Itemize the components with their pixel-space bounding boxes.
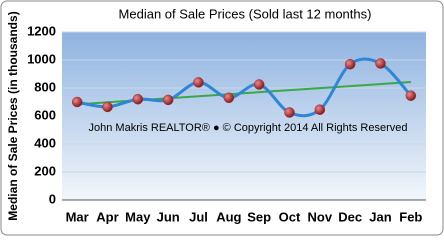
marker bbox=[253, 79, 265, 90]
marker bbox=[314, 104, 326, 115]
y-tick-label: 0 bbox=[49, 191, 56, 206]
x-tick-label: Sep bbox=[247, 209, 271, 224]
marker bbox=[102, 101, 113, 113]
x-tick-label: Jul bbox=[189, 209, 208, 224]
marker bbox=[162, 94, 174, 106]
annotation: John Makris REALTOR® ● © Copyright 2014 … bbox=[89, 122, 408, 134]
y-tick-label: 800 bbox=[34, 79, 56, 94]
chart-title: Median of Sale Prices (Sold last 12 mont… bbox=[119, 6, 372, 21]
x-tick-label: Dec bbox=[338, 209, 362, 224]
y-tick-label: 1000 bbox=[27, 51, 56, 66]
y-tick-label: 200 bbox=[34, 163, 56, 178]
y-tick-label: 600 bbox=[34, 107, 56, 122]
x-tick-label: Jun bbox=[157, 209, 180, 224]
y-tick-label: 400 bbox=[34, 135, 56, 150]
x-tick-label: Jan bbox=[369, 209, 391, 224]
marker bbox=[344, 58, 356, 70]
x-tick-label: Aug bbox=[216, 209, 241, 224]
x-tick-label: Oct bbox=[279, 209, 301, 224]
marker bbox=[132, 93, 144, 105]
marker bbox=[71, 96, 83, 108]
x-tick-label: Mar bbox=[66, 209, 89, 224]
x-tick-label: Feb bbox=[399, 209, 422, 224]
marker bbox=[223, 92, 235, 104]
x-tick-label: May bbox=[125, 209, 151, 224]
marker bbox=[284, 107, 295, 118]
y-axis-label: Median of Sale Prices (in thousands) bbox=[6, 11, 20, 220]
marker bbox=[405, 90, 417, 101]
marker bbox=[375, 58, 386, 69]
x-tick-label: Apr bbox=[96, 209, 118, 224]
x-tick-label: Nov bbox=[308, 209, 333, 224]
y-tick-label: 1200 bbox=[27, 23, 56, 38]
marker bbox=[193, 77, 204, 88]
